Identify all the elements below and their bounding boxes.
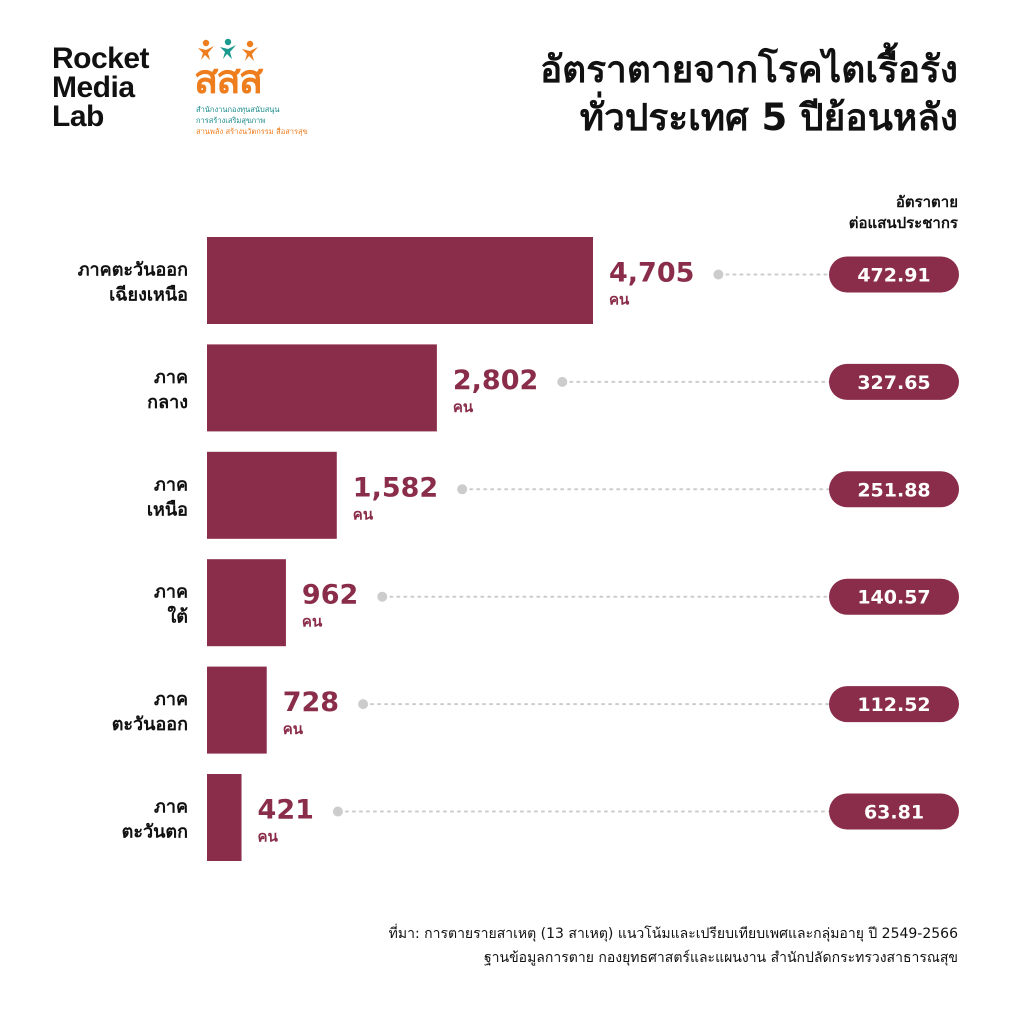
category-label: ภาค — [154, 582, 188, 603]
rocket-media-lab-logo: Rocket Media Lab — [52, 42, 192, 133]
rate-label: 63.81 — [864, 802, 924, 824]
unit-label: คน — [283, 720, 304, 738]
bar — [207, 666, 267, 754]
title-line: ทั่วประเทศ 5 ปีย้อนหลัง — [579, 96, 958, 139]
value-label: 728 — [283, 687, 339, 718]
category-label: ภาค — [154, 367, 188, 388]
category-label: ใต้ — [168, 606, 188, 628]
people-icon — [198, 38, 258, 61]
thaihealth-logo: สสส สำนักงานกองทุนสนับสนุน การสร้างเสริม… — [194, 38, 309, 138]
unit-label: คน — [258, 828, 279, 846]
rate-pill — [829, 686, 959, 723]
category-label: กลาง — [147, 392, 188, 413]
rate-pill — [829, 793, 959, 830]
rate-header-line: อัตราตาย — [895, 193, 958, 211]
value-label: 2,802 — [453, 365, 538, 396]
unit-label: คน — [609, 291, 630, 309]
category-label: ภาค — [154, 474, 188, 495]
bar — [207, 774, 242, 861]
thaihealth-line: การสร้างเสริมสุขภาพ — [196, 116, 266, 125]
rate-label: 327.65 — [857, 372, 930, 394]
unit-label: คน — [353, 505, 374, 523]
thaihealth-line: สานพลัง สร้างนวัตกรรม สื่อสารสุข — [196, 127, 308, 136]
leader-dot — [332, 806, 343, 817]
rate-label: 251.88 — [857, 479, 930, 501]
chart-title: อัตราตายจากโรคไตเรื้อรัง ทั่วประเทศ 5 ปี… — [540, 46, 958, 142]
leader-dot — [557, 376, 568, 387]
rate-label: 472.91 — [857, 265, 930, 287]
category-label: ภาค — [154, 689, 188, 710]
logo-line: Media — [52, 71, 135, 104]
thaihealth-line: สำนักงานกองทุนสนับสนุน — [196, 105, 280, 114]
rate-header-line: ต่อแสนประชากร — [848, 214, 958, 232]
rate-column-header: อัตราตาย ต่อแสนประชากร — [849, 192, 958, 234]
unit-label: คน — [302, 613, 323, 631]
category-label: เฉียงเหนือ — [109, 285, 188, 306]
category-label: ภาคตะวันออก — [78, 260, 188, 281]
rate-pill — [829, 256, 959, 293]
value-label: 421 — [258, 795, 314, 826]
value-label: 962 — [302, 580, 358, 611]
leader-dot — [457, 484, 468, 495]
rate-pill — [829, 471, 959, 508]
leader-dot — [358, 699, 369, 710]
title-line: อัตราตายจากโรคไตเรื้อรัง — [539, 48, 958, 91]
logo-line: Lab — [52, 100, 104, 133]
rate-pill — [829, 578, 959, 615]
bar — [207, 559, 286, 647]
thaihealth-wordmark: สสส — [194, 57, 263, 103]
leader-dot — [713, 269, 724, 280]
rate-label: 140.57 — [857, 587, 930, 609]
rate-pill — [829, 363, 959, 400]
bar — [207, 237, 593, 324]
category-label: เหนือ — [147, 499, 188, 520]
category-label: ภาค — [154, 797, 188, 818]
value-label: 4,705 — [609, 258, 694, 289]
source-line: ฐานข้อมูลการตาย กองยุทธศาสตร์และแผนงาน ส… — [483, 950, 958, 966]
category-label: ตะวันออก — [112, 714, 188, 735]
rate-label: 112.52 — [857, 694, 930, 716]
value-label: 1,582 — [353, 472, 438, 503]
leader-dot — [377, 591, 388, 602]
unit-label: คน — [453, 398, 474, 416]
source-line: ที่มา: การตายรายสาเหตุ (13 สาเหตุ) แนวโน… — [388, 926, 958, 942]
logo-line: Rocket — [52, 42, 150, 75]
source-note: ที่มา: การตายรายสาเหตุ (13 สาเหตุ) แนวโน… — [389, 922, 958, 970]
bar — [207, 451, 337, 539]
bar — [207, 344, 437, 432]
category-label: ตะวันตก — [122, 822, 188, 843]
